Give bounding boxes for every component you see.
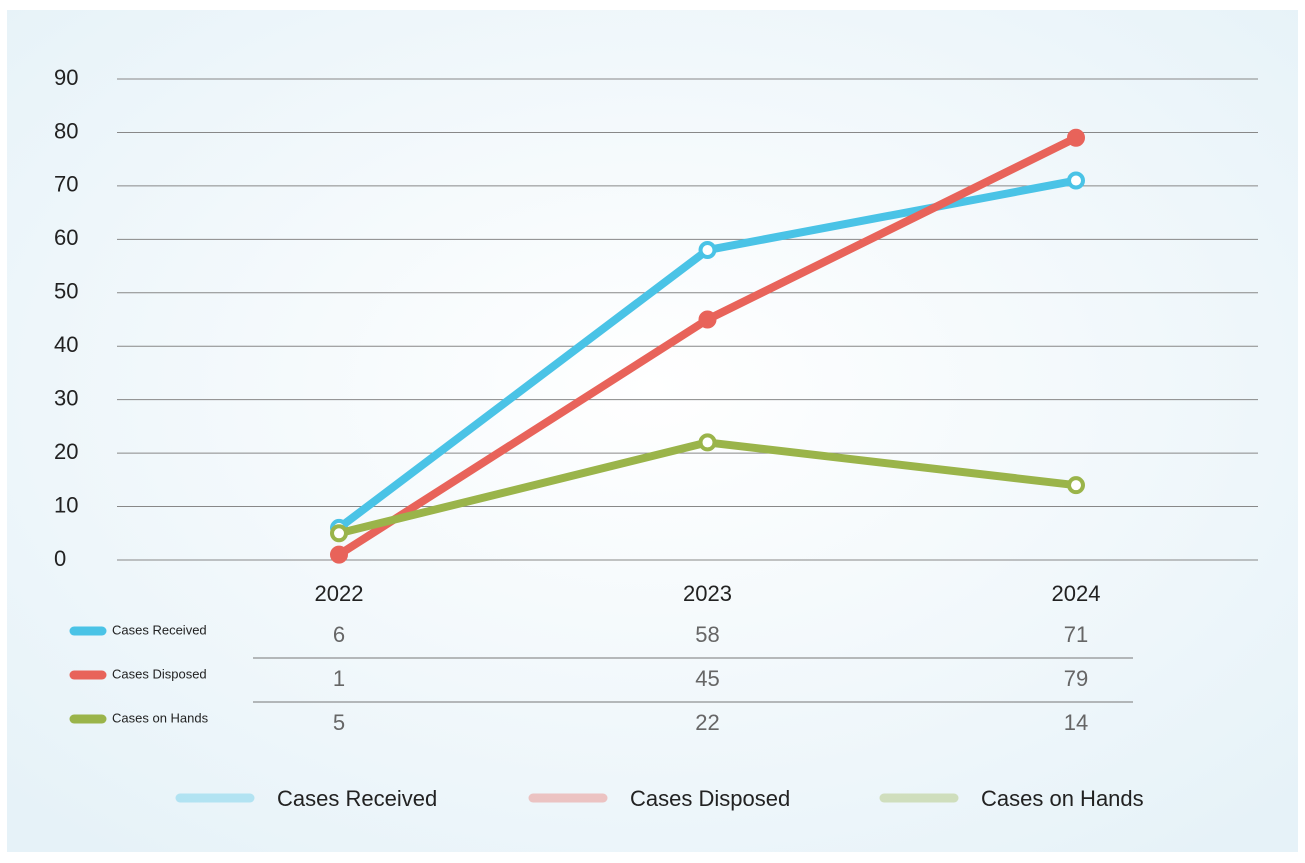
- data-point: [698, 241, 717, 260]
- y-tick-label: 40: [54, 332, 78, 357]
- x-tick-label: 2024: [1052, 581, 1101, 606]
- data-point: [1067, 476, 1085, 495]
- table-cell: 45: [695, 666, 719, 691]
- data-point: [1067, 171, 1085, 190]
- data-point: [698, 310, 717, 329]
- y-tick-label: 30: [54, 385, 78, 410]
- legend-label: Cases Disposed: [630, 786, 790, 811]
- y-tick-label: 20: [54, 439, 78, 464]
- y-tick-label: 60: [54, 225, 78, 250]
- data-point: [330, 545, 348, 564]
- table-row-label: Cases Received: [112, 622, 207, 637]
- y-tick-label: 50: [54, 279, 78, 304]
- legend-label: Cases Received: [277, 786, 437, 811]
- data-point: [1067, 128, 1085, 147]
- y-tick-label: 70: [54, 172, 78, 197]
- y-tick-label: 90: [54, 65, 78, 90]
- x-tick-label: 2022: [315, 581, 364, 606]
- table-row-label: Cases Disposed: [112, 666, 207, 681]
- y-tick-label: 80: [54, 118, 78, 143]
- table-cell: 79: [1064, 666, 1088, 691]
- data-point: [698, 433, 717, 452]
- data-point: [330, 524, 348, 543]
- table-cell: 58: [695, 622, 719, 647]
- table-row-label: Cases on Hands: [112, 710, 209, 725]
- table-cell: 71: [1064, 622, 1088, 647]
- table-cell: 22: [695, 710, 719, 735]
- table-cell: 1: [333, 666, 345, 691]
- x-tick-label: 2023: [683, 581, 732, 606]
- legend-label: Cases on Hands: [981, 786, 1144, 811]
- table-cell: 14: [1064, 710, 1088, 735]
- y-tick-label: 0: [54, 546, 66, 571]
- table-cell: 6: [333, 622, 345, 647]
- chart-background: [7, 10, 1298, 852]
- table-cell: 5: [333, 710, 345, 735]
- y-tick-label: 10: [54, 492, 78, 517]
